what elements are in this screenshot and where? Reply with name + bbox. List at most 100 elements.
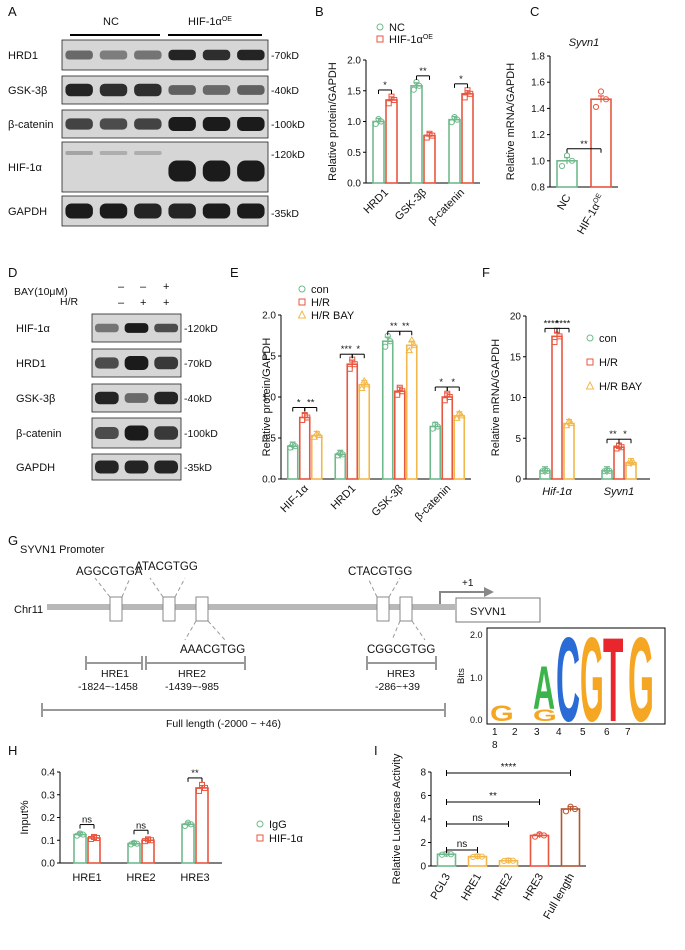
logo-pos-3: 3 xyxy=(534,727,540,738)
blot-band-catenin-2 xyxy=(124,425,149,441)
blot-band-catenin-1 xyxy=(65,118,93,130)
logo-pos-2: 2 xyxy=(512,727,518,738)
chart-B-ytick-label: 2.0 xyxy=(347,56,361,67)
data-point xyxy=(562,808,570,815)
data-point xyxy=(394,391,401,398)
bar-hre3-igg xyxy=(181,823,195,864)
chart-h: 0.0 0.1 0.2 0.3 0.4 Input% HRE1 HRE2 HRE3 ns ns ** I… xyxy=(19,768,304,885)
bar-gsk-3-con xyxy=(381,340,394,480)
chart-F-ytick-label: 0 xyxy=(515,475,521,486)
data-point xyxy=(562,421,571,429)
blot-band-hrd1-1 xyxy=(94,357,119,369)
logo-letter-g-7: G xyxy=(628,613,654,746)
logo-letter-c-4: C xyxy=(556,613,580,746)
sig-label: * xyxy=(383,80,387,91)
sig-label: ** xyxy=(390,321,398,332)
data-point xyxy=(602,96,610,103)
data-point xyxy=(467,90,474,97)
panel-letter-b: B xyxy=(315,4,324,19)
data-point xyxy=(391,96,398,103)
sig-label: *** xyxy=(341,344,352,355)
blot-band-gsk-3-6 xyxy=(237,85,265,95)
blot-size-gapdh: -35kD xyxy=(271,208,299,220)
sig-label: ns xyxy=(82,815,92,826)
data-point xyxy=(387,338,394,345)
blot-size-hif-1: -120kD xyxy=(271,149,305,161)
tss-label: +1 xyxy=(462,578,474,589)
chart-E-ytick-label: 1.0 xyxy=(262,393,276,404)
chart-I-ytick-label: 0 xyxy=(420,862,426,873)
logo-letter-g-5: G xyxy=(580,614,604,747)
bay-sign-1: – xyxy=(118,281,125,293)
panel-letter-a: A xyxy=(8,4,17,19)
logo-pos-4: 4 xyxy=(556,727,562,738)
region-hre1-name: HRE1 xyxy=(101,668,129,680)
category-label-syvn1: Syvn1 xyxy=(604,486,635,498)
blot-band-gapdh-1 xyxy=(94,460,119,474)
chart-B-ytick-label: 1.0 xyxy=(347,117,361,128)
blot-band-hrd1-1 xyxy=(65,50,93,60)
bar-hrd1-nc xyxy=(372,120,385,184)
sig-label: * xyxy=(297,398,301,409)
data-point xyxy=(603,467,611,474)
logo-letter-g-1: G xyxy=(490,701,514,726)
data-point xyxy=(441,397,448,404)
data-point xyxy=(551,339,558,346)
panel-letter-g: G xyxy=(8,533,18,548)
blot-label-hrd1: HRD1 xyxy=(8,50,38,62)
chart-B-ytick-label: 0.0 xyxy=(347,179,361,190)
panel-letter-d: D xyxy=(8,265,17,280)
chart-H-ytick-label: 0.3 xyxy=(41,790,55,801)
chart-B-ytick-label: 1.5 xyxy=(347,86,361,97)
bar-hif-1-h-r xyxy=(551,335,563,480)
blot-band-gsk-3-1 xyxy=(65,83,93,97)
data-point xyxy=(544,467,551,474)
legend-label-igg: IgG xyxy=(269,819,287,831)
bar-catenin-h-r xyxy=(441,396,454,480)
data-point xyxy=(438,851,446,858)
category-label-catenin: β-catenin xyxy=(426,187,467,228)
data-point xyxy=(469,853,477,861)
blot-band-gsk-3-3 xyxy=(154,391,179,405)
data-point xyxy=(624,459,633,466)
data-point xyxy=(416,82,423,89)
blot-band-hif-1-3 xyxy=(154,323,179,333)
logo-ytick-2: 2.0 xyxy=(470,630,483,640)
blot-band-hif-1-2 xyxy=(99,151,128,155)
data-point xyxy=(378,118,385,125)
hr-sign-2: + xyxy=(140,297,146,309)
data-point xyxy=(292,443,299,450)
legend-label-hif-1: HIF-1α xyxy=(269,833,304,845)
legend-label-h-r: H/R xyxy=(599,357,618,369)
full-length-label: Full length (-2000 ~ +46) xyxy=(166,718,281,730)
bar-hrd1-h-r-bay xyxy=(358,383,371,480)
chart-I-ylabel: Relative Luciferase Activity xyxy=(391,753,403,884)
chart-C-ytick-label: 1.0 xyxy=(531,156,545,167)
group-label-hif: HIF-1αOE xyxy=(188,16,232,28)
panel-letter-h: H xyxy=(8,743,17,758)
data-point xyxy=(434,423,441,430)
bar-gsk-3-h-r xyxy=(393,390,406,480)
gene-box xyxy=(455,597,541,623)
sig-label: ** xyxy=(307,398,315,409)
bar-catenin-hif-1 xyxy=(461,93,474,184)
data-point xyxy=(565,417,573,424)
motif-hre3b: CGGCGTGG xyxy=(367,644,435,656)
data-point xyxy=(410,341,419,348)
data-point xyxy=(567,419,576,427)
motif-box-5 xyxy=(399,596,413,622)
data-point xyxy=(362,380,371,388)
bar-hre3-hif-1 xyxy=(195,787,209,864)
chart-H-ytick-label: 0.1 xyxy=(41,836,55,847)
sig-label: ** xyxy=(402,321,410,332)
motif-box-3 xyxy=(195,596,209,622)
blot-band-hif-1-2 xyxy=(124,323,149,333)
region-hre2-name: HRE2 xyxy=(178,668,206,680)
category-label-gsk-3: GSK-3β xyxy=(370,483,406,519)
bar-gsk-3-h-r-bay xyxy=(405,344,418,480)
chart-b: 0.0 0.5 1.0 1.5 2.0 Relative protein/GAPDH HRD… xyxy=(327,22,480,227)
motif-hre2a: ATACGTGG xyxy=(135,561,198,573)
chart-E-ytick-label: 2.0 xyxy=(262,311,276,322)
category-label-gsk-3: GSK-3β xyxy=(393,187,429,223)
